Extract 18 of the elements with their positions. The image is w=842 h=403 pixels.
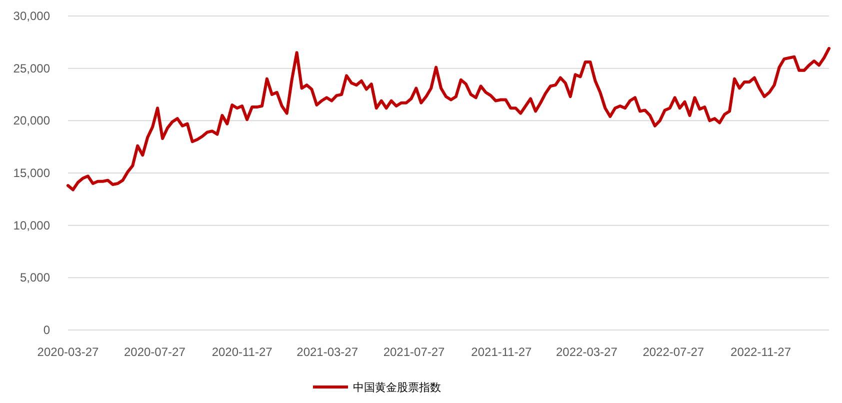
y-tick-label: 15,000 [13,166,50,180]
x-tick-label: 2021-03-27 [296,345,358,359]
y-tick-label: 10,000 [13,218,50,232]
y-tick-label: 5,000 [20,270,50,285]
y-tick-label: 30,000 [13,9,50,23]
line-series [66,46,830,192]
x-tick-label: 2020-11-27 [212,345,273,359]
x-tick-label: 2022-03-27 [556,345,618,359]
legend-label: 中国黄金股票指数 [353,381,441,394]
y-tick-label: 0 [43,323,50,337]
x-tick-label: 2021-11-27 [471,345,532,359]
y-tick-label: 20,000 [13,114,50,128]
x-tick-label: 2020-03-27 [37,345,100,359]
x-tick-label: 2020-07-27 [124,345,186,359]
x-tick-label: 2022-11-27 [730,345,792,359]
y-tick-label: 25,000 [13,61,50,76]
x-tick-label: 2021-07-27 [383,345,446,359]
x-tick-label: 2022-07-27 [642,345,704,359]
